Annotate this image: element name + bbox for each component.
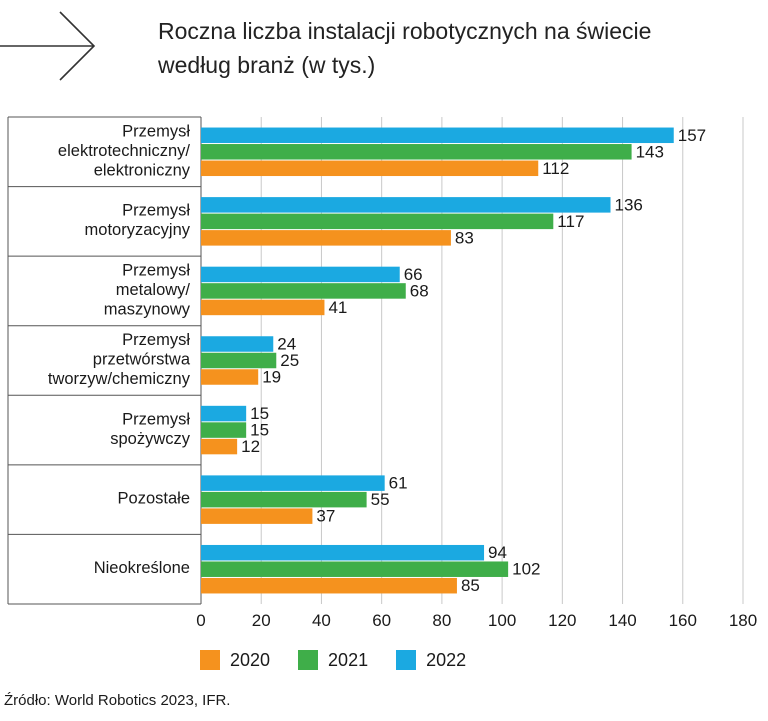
- data-label-2022: 136: [615, 195, 643, 214]
- data-label-2022: 61: [389, 474, 408, 493]
- category-label: Przemysł spożywczy: [110, 411, 191, 449]
- category-label-line: maszynowy: [104, 301, 191, 319]
- data-label-2022: 94: [488, 543, 507, 562]
- x-tick-label: 80: [432, 611, 451, 630]
- category-label: Nieokreślone: [94, 560, 190, 578]
- legend-label-2021: 2021: [328, 649, 369, 670]
- data-label-2021: 15: [250, 421, 269, 440]
- bar-2020: [201, 369, 259, 385]
- data-label-2020: 41: [328, 298, 347, 317]
- legend-item-2021: 2021: [298, 650, 368, 671]
- bar-2021: [201, 283, 406, 299]
- source-note: Źródło: World Robotics 2023, IFR.: [4, 692, 231, 709]
- legend-item-2022: 2022: [396, 650, 466, 671]
- category-label-line: Nieokreślone: [94, 560, 190, 578]
- bar-2021: [201, 213, 554, 230]
- legend-item-2020: 2020: [200, 650, 270, 671]
- legend-swatch-2021: [298, 650, 319, 670]
- category-label-line: Przemysł: [122, 411, 190, 429]
- chart-title-line-2: według branż (w tys.): [158, 52, 376, 78]
- bar-2020: [201, 160, 539, 177]
- bar-2020: [201, 577, 457, 594]
- data-label-2020: 85: [461, 576, 480, 595]
- category-label-line: motoryzacyjny: [85, 221, 191, 239]
- legend: 2020 2021 2022: [200, 648, 494, 672]
- bar-2021: [201, 352, 277, 369]
- data-label-2020: 19: [262, 367, 281, 386]
- chart-title-line-1: Roczna liczba instalacji robotycznych na…: [158, 18, 652, 44]
- data-label-2022: 24: [277, 334, 296, 353]
- bar-2022: [201, 336, 274, 352]
- category-label: Przemysł motoryzacyjny: [85, 202, 191, 240]
- data-label-2022: 15: [250, 404, 269, 423]
- chart-title: Roczna liczba instalacji robotycznych na…: [158, 14, 758, 82]
- category-label-line: przetwórstwa: [93, 351, 191, 369]
- bar-2022: [201, 405, 247, 422]
- category-label: Przemysł elektrotechniczny/elektroniczny: [58, 123, 191, 180]
- data-label-2021: 68: [410, 281, 429, 300]
- x-tick-label: 60: [372, 611, 391, 630]
- bar-2020: [201, 438, 238, 455]
- bar-chart: Przemysł elektrotechniczny/elektronicznyP…: [7, 116, 757, 630]
- x-tick-label: 20: [252, 611, 271, 630]
- data-label-2022: 157: [678, 126, 706, 145]
- category-label: Pozostałe: [118, 490, 190, 508]
- category-label-line: spożywczy: [110, 430, 191, 448]
- category-label-line: metalowy/: [116, 281, 191, 299]
- data-label-2021: 102: [512, 560, 540, 579]
- category-label-line: tworzyw/chemiczny: [48, 370, 191, 388]
- category-label-line: Przemysł: [122, 262, 190, 280]
- bar-2020: [201, 508, 313, 524]
- category-label-line: elektrotechniczny/: [58, 142, 190, 160]
- bar-2021: [201, 491, 367, 508]
- legend-label-2022: 2022: [426, 649, 467, 670]
- legend-swatch-2022: [396, 650, 417, 670]
- x-tick-label: 120: [548, 611, 576, 630]
- bar-2020: [201, 299, 325, 316]
- bar-2022: [201, 127, 674, 144]
- data-label-2020: 37: [316, 507, 335, 526]
- data-label-2022: 66: [404, 265, 423, 284]
- category-label: Przemysł przetwórstwa tworzyw/chemiczny: [48, 331, 191, 388]
- bar-2020: [201, 230, 451, 246]
- arrow-right-icon: [0, 11, 96, 81]
- data-label-2020: 112: [542, 159, 569, 178]
- category-label-line: Przemysł: [122, 202, 190, 220]
- data-label-2021: 117: [557, 212, 584, 231]
- bar-2021: [201, 561, 509, 577]
- data-label-2021: 55: [371, 490, 390, 509]
- legend-label-2020: 2020: [230, 649, 271, 670]
- bar-2022: [201, 266, 400, 283]
- bar-2021: [201, 422, 247, 438]
- bar-2021: [201, 144, 632, 160]
- legend-swatch-2020: [200, 650, 220, 670]
- x-tick-label: 0: [196, 611, 205, 630]
- data-label-2020: 83: [455, 228, 474, 247]
- data-label-2021: 143: [636, 142, 664, 161]
- bar-2022: [201, 544, 485, 561]
- category-label-line: Przemysł: [122, 123, 190, 141]
- x-tick-label: 140: [608, 611, 636, 630]
- category-label-line: Przemysł: [122, 331, 190, 349]
- data-label-2020: 12: [241, 437, 260, 456]
- category-label: Przemysł metalowy/maszynowy: [104, 262, 191, 319]
- data-label-2021: 25: [280, 351, 299, 370]
- x-tick-label: 40: [312, 611, 331, 630]
- category-label-line: elektroniczny: [94, 162, 191, 180]
- x-tick-label: 100: [488, 611, 516, 630]
- bar-2022: [201, 197, 611, 213]
- x-tick-label: 180: [729, 611, 757, 630]
- category-label-line: Pozostałe: [118, 490, 190, 508]
- x-tick-label: 160: [669, 611, 697, 630]
- bar-2022: [201, 475, 385, 491]
